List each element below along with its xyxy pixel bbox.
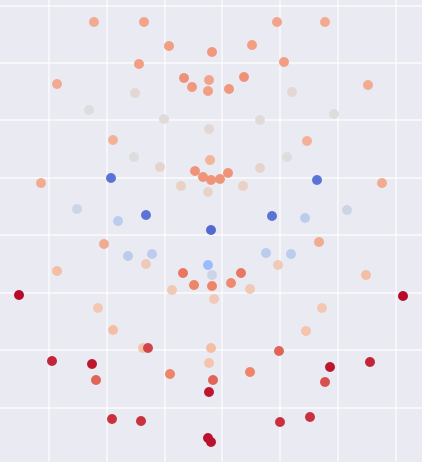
scatter-point	[329, 109, 339, 119]
scatter-point	[14, 290, 24, 300]
scatter-point	[206, 343, 216, 353]
scatter-point	[91, 375, 101, 385]
scatter-point	[204, 75, 214, 85]
scatter-point	[36, 178, 46, 188]
scatter-point	[190, 166, 200, 176]
scatter-point	[314, 237, 324, 247]
scatter-point	[207, 281, 217, 291]
scatter-point	[107, 414, 117, 424]
scatter-point	[123, 251, 133, 261]
scatter-point	[255, 163, 265, 173]
scatter-point	[198, 172, 208, 182]
scatter-point	[108, 135, 118, 145]
scatter-point	[245, 367, 255, 377]
scatter-point	[206, 437, 216, 447]
scatter-point	[189, 280, 199, 290]
scatter-point	[274, 346, 284, 356]
scatter-point	[47, 356, 57, 366]
scatter-point	[113, 216, 123, 226]
scatter-point	[147, 249, 157, 259]
scatter-point	[134, 59, 144, 69]
scatter-point	[325, 362, 335, 372]
scatter-point	[52, 266, 62, 276]
scatter-point	[361, 270, 371, 280]
scatter-point	[204, 358, 214, 368]
scatter-point	[187, 82, 197, 92]
scatter-point	[236, 268, 246, 278]
scatter-point	[320, 377, 330, 387]
scatter-point	[207, 47, 217, 57]
scatter-point	[226, 278, 236, 288]
scatter-point	[301, 326, 311, 336]
scatter-point	[305, 412, 315, 422]
scatter-point	[139, 17, 149, 27]
scatter-point	[208, 375, 218, 385]
scatter-point	[282, 152, 292, 162]
scatter-point	[363, 80, 373, 90]
scatter-point	[207, 270, 217, 280]
scatter-point	[317, 303, 327, 313]
scatter-point	[300, 213, 310, 223]
data-points	[14, 17, 408, 447]
scatter-point	[52, 79, 62, 89]
scatter-point	[342, 205, 352, 215]
scatter-point	[238, 181, 248, 191]
scatter-point	[164, 41, 174, 51]
scatter-point	[155, 162, 165, 172]
scatter-point	[203, 187, 213, 197]
scatter-point	[203, 260, 213, 270]
scatter-point	[302, 136, 312, 146]
scatter-point	[176, 181, 186, 191]
scatter-point	[247, 40, 257, 50]
scatter-point	[99, 239, 109, 249]
scatter-point	[273, 260, 283, 270]
scatter-point	[89, 17, 99, 27]
scatter-point	[106, 173, 116, 183]
scatter-point	[224, 84, 234, 94]
scatter-point	[93, 303, 103, 313]
scatter-point	[272, 17, 282, 27]
scatter-point	[136, 416, 146, 426]
scatter-point	[143, 343, 153, 353]
scatter-point	[279, 57, 289, 67]
scatter-point	[141, 259, 151, 269]
scatter-point	[165, 369, 175, 379]
scatter-point	[365, 357, 375, 367]
scatter-point	[167, 285, 177, 295]
scatter-point	[398, 291, 408, 301]
scatter-point	[377, 178, 387, 188]
scatter-point	[320, 17, 330, 27]
scatter-point	[286, 249, 296, 259]
scatter-point	[205, 155, 215, 165]
scatter-point	[72, 204, 82, 214]
scatter-point	[215, 174, 225, 184]
scatter-point	[223, 168, 233, 178]
scatter-point	[203, 86, 213, 96]
scatter-point	[206, 175, 216, 185]
scatter-point	[204, 387, 214, 397]
scatter-point	[84, 105, 94, 115]
scatter-point	[312, 175, 322, 185]
scatter-point	[87, 359, 97, 369]
scatter-point	[239, 72, 249, 82]
scatter-point	[261, 248, 271, 258]
scatter-point	[287, 87, 297, 97]
scatter-point	[204, 124, 214, 134]
scatter-point	[179, 73, 189, 83]
scatter-point	[129, 152, 139, 162]
scatter-point	[159, 114, 169, 124]
scatter-point	[245, 284, 255, 294]
scatter-point	[255, 115, 265, 125]
scatter-point	[178, 268, 188, 278]
scatter-point	[108, 325, 118, 335]
scatter-point	[267, 211, 277, 221]
scatter-point	[206, 225, 216, 235]
scatter-point	[141, 210, 151, 220]
scatter-point	[275, 417, 285, 427]
scatter-point	[209, 294, 219, 304]
scatter-point	[130, 88, 140, 98]
